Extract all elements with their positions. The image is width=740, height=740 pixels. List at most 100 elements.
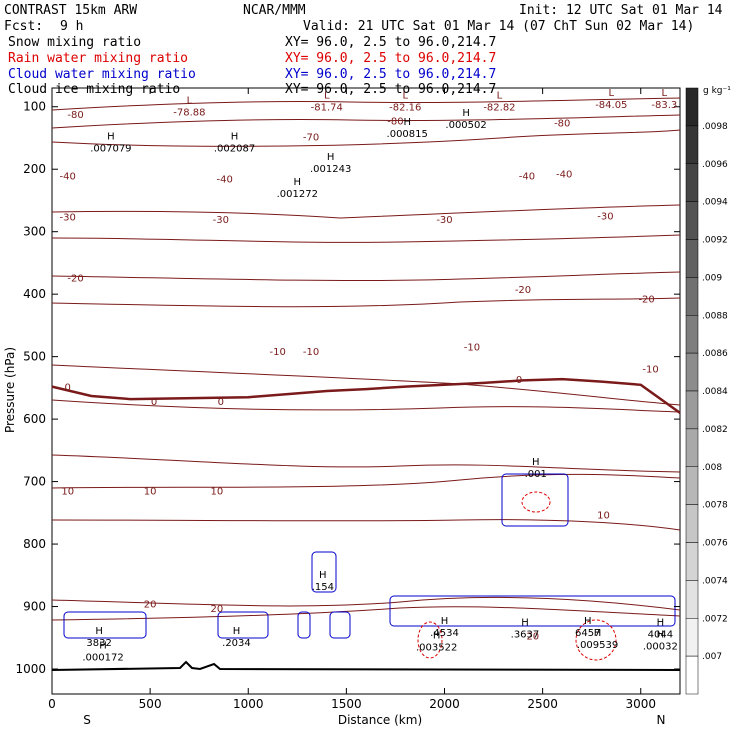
extremum-marker: H [319, 570, 327, 581]
temperature-label: 10 [61, 486, 74, 497]
zero-isotherm [51, 377, 681, 414]
extremum-value: .002087 [214, 143, 255, 154]
extremum-value: -82.16 [389, 103, 421, 114]
colorbar-label: .0088 [702, 311, 728, 321]
colorbar-swatch [685, 618, 699, 657]
colorbar-swatch [685, 580, 699, 619]
temperature-label: 20 [526, 631, 539, 642]
extremum-marker: L [402, 91, 408, 102]
extremum-value: .001243 [310, 164, 351, 175]
extremum-value: .003522 [416, 643, 457, 654]
colorbar-swatch [685, 125, 699, 164]
temperature-label: 0 [218, 397, 224, 408]
x-tick-label: 2500 [527, 697, 558, 711]
temperature-label: -30 [436, 215, 452, 226]
terrain-line [51, 660, 681, 671]
extremum-value: .3637 [511, 629, 540, 640]
extremum-marker: H [107, 131, 115, 142]
x-tick-label: 1500 [331, 697, 362, 711]
model-title: CONTRAST 15km ARW [4, 3, 137, 18]
extremum-marker: L [497, 91, 503, 102]
plot-frame [51, 87, 681, 695]
y-tick-label: 400 [23, 287, 46, 301]
north-label: N [657, 713, 666, 727]
y-tick-label: 1000 [15, 662, 46, 676]
fcst-value: 9 h [60, 19, 83, 34]
colorbar-unit: g kg⁻¹ [703, 86, 731, 96]
extremum-marker: H [521, 617, 529, 628]
extrema-labels: L-78.88L-81.74L-82.16L-82.82L-84.05L-83.… [82, 88, 678, 663]
temperature-label: -20 [67, 273, 83, 284]
extremum-marker: H [233, 626, 241, 637]
y-tick-label: 900 [23, 600, 46, 614]
extremum-marker: H [403, 117, 411, 128]
temperature-label: 0 [65, 383, 71, 394]
temperature-label: -20 [638, 295, 654, 306]
colorbar-swatch [685, 163, 699, 202]
extremum-value: .001272 [277, 189, 318, 200]
colorbar-swatch [685, 428, 699, 467]
temperature-label: -80 [387, 116, 403, 127]
center-title: NCAR/MMM [243, 3, 306, 18]
colorbar-swatch [685, 655, 699, 695]
extremum-value: -83.3 [651, 100, 677, 111]
extremum-value: .000502 [445, 120, 486, 131]
colorbar: .0098 .0096 .0094 .0092 .009 .0088 .0086 .0084.… [685, 87, 728, 695]
extremum-marker: L [662, 88, 668, 99]
extremum-value: 6457 [575, 628, 600, 639]
colorbar-swatch [685, 315, 699, 354]
colorbar-swatch [685, 277, 699, 316]
extremum-value: .001 [525, 469, 547, 480]
cloud-water-contours [63, 473, 676, 639]
field-snow-xy: XY= 96.0, 2.5 to 96.0,214.7 [285, 35, 496, 50]
colorbar-label: .0072 [702, 614, 728, 624]
y-axis-label: Pressure (hPa) [3, 347, 17, 433]
x-tick-label: 500 [139, 697, 162, 711]
temperature-contours [51, 97, 681, 621]
extremum-value: -82.82 [483, 103, 515, 114]
temperature-label: -70 [303, 133, 319, 144]
colorbar-swatch [685, 239, 699, 278]
temperature-label: -30 [60, 213, 76, 224]
colorbar-label: .007 [702, 652, 722, 662]
temperature-label: 0 [516, 375, 522, 386]
extremum-marker: H [294, 177, 302, 188]
colorbar-swatch [685, 390, 699, 430]
x-tick-label: 3000 [625, 697, 656, 711]
colorbar-swatch [685, 504, 699, 543]
colorbar-label: .0082 [702, 425, 728, 435]
field-cloud-ice-name: Cloud ice mixing ratio [8, 82, 180, 97]
init-time: Init: 12 UTC Sat 01 Mar 14 [519, 3, 723, 18]
colorbar-label: .0086 [702, 349, 728, 359]
temperature-label: 10 [210, 486, 223, 497]
extremum-value: 4044 [648, 629, 673, 640]
colorbar-label: .0094 [702, 198, 728, 208]
temperature-label: -10 [642, 365, 658, 376]
colorbar-label: .009 [702, 273, 722, 283]
temperature-label: 10 [597, 511, 610, 522]
temperature-label: -10 [270, 347, 286, 358]
extremum-value: .009539 [577, 640, 618, 651]
extremum-marker: H [532, 457, 540, 468]
temperature-label: 20 [144, 599, 157, 610]
temperature-label: -40 [556, 170, 572, 181]
x-axis: 0 500 1000 1500 2000 2500 3000 [48, 88, 656, 711]
colorbar-swatch [685, 466, 699, 505]
extremum-marker: H [327, 152, 335, 163]
y-tick-label: 100 [23, 100, 46, 114]
x-tick-label: 1000 [233, 697, 264, 711]
extremum-value: .00032 [643, 641, 678, 652]
extremum-value: .2034 [222, 638, 251, 649]
extremum-value: -78.88 [173, 108, 205, 119]
x-tick-label: 2000 [429, 697, 460, 711]
y-tick-label: 500 [23, 350, 46, 364]
extremum-value: 3832 [86, 638, 111, 649]
temperature-label: -80 [554, 118, 570, 129]
colorbar-label: .0074 [702, 576, 728, 586]
extremum-marker: H [231, 131, 239, 142]
field-cloud-ice-xy: XY= 96.0, 2.5 to 96.0,214.7 [285, 82, 496, 97]
field-cloud-water-name: Cloud water mixing ratio [8, 67, 196, 82]
colorbar-label: .0096 [702, 160, 728, 170]
